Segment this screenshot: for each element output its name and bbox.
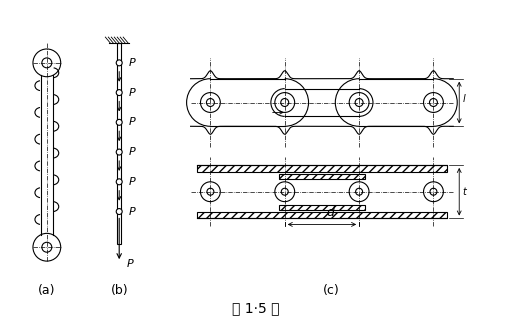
Bar xyxy=(197,212,447,219)
Circle shape xyxy=(423,182,443,202)
Bar xyxy=(197,165,447,172)
Text: t: t xyxy=(462,187,466,197)
Text: P: P xyxy=(129,177,136,187)
Circle shape xyxy=(356,188,362,195)
Circle shape xyxy=(349,182,369,202)
Text: d: d xyxy=(327,206,335,220)
Circle shape xyxy=(355,99,363,107)
Circle shape xyxy=(201,92,220,112)
Circle shape xyxy=(281,188,288,195)
Text: l: l xyxy=(462,93,465,104)
Text: (a): (a) xyxy=(38,284,56,297)
Circle shape xyxy=(207,188,214,195)
Text: 题 1·5 图: 题 1·5 图 xyxy=(232,302,280,316)
Circle shape xyxy=(275,182,295,202)
Text: P: P xyxy=(129,206,136,217)
Circle shape xyxy=(116,90,122,96)
Circle shape xyxy=(430,99,437,107)
Circle shape xyxy=(116,179,122,185)
Text: (c): (c) xyxy=(323,284,340,297)
Bar xyxy=(279,174,365,179)
Circle shape xyxy=(116,149,122,155)
Text: P: P xyxy=(129,147,136,157)
Circle shape xyxy=(275,92,295,112)
Text: P: P xyxy=(127,259,134,269)
Circle shape xyxy=(430,188,437,195)
Circle shape xyxy=(116,60,122,66)
Circle shape xyxy=(206,99,215,107)
Circle shape xyxy=(349,92,369,112)
Circle shape xyxy=(281,99,289,107)
Bar xyxy=(279,204,365,210)
Circle shape xyxy=(116,119,122,125)
Text: (b): (b) xyxy=(111,284,128,297)
Text: P: P xyxy=(129,58,136,68)
Bar xyxy=(117,43,121,244)
Circle shape xyxy=(116,209,122,214)
Circle shape xyxy=(201,182,220,202)
Circle shape xyxy=(423,92,443,112)
Text: P: P xyxy=(129,117,136,127)
Text: P: P xyxy=(129,88,136,98)
